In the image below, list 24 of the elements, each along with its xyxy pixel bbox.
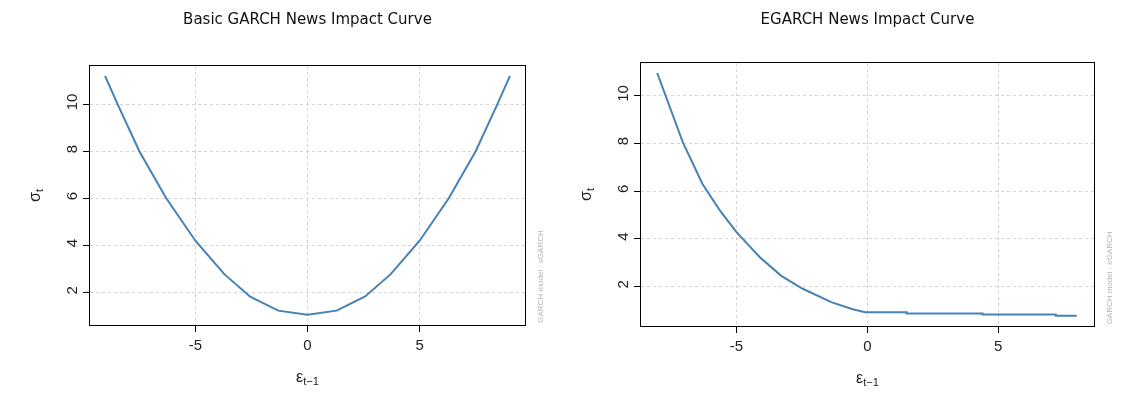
y-tick-label: 2 xyxy=(614,280,631,289)
x-tick-label: 5 xyxy=(994,337,1003,354)
chart-title: Basic GARCH News Impact Curve xyxy=(183,9,432,28)
x-tick-label: -5 xyxy=(729,337,744,354)
line-series xyxy=(104,74,511,316)
y-tick-label: 8 xyxy=(63,144,80,154)
chart-title: EGARCH News Impact Curve xyxy=(760,9,975,28)
x-axis-title: ε$_{t−1}$ xyxy=(855,368,880,389)
y-tick-label: 4 xyxy=(614,232,631,241)
x-tick-label: 0 xyxy=(303,336,312,353)
y-tick-label: 2 xyxy=(63,286,80,295)
text: GARCH model : sGARCH xyxy=(535,230,545,323)
y-tick-label: 6 xyxy=(614,184,631,194)
y-tick-label: 8 xyxy=(614,137,631,146)
y-tick-label: 4 xyxy=(63,239,80,248)
x-tick-label: 5 xyxy=(415,336,424,353)
x-tick-label: -5 xyxy=(188,336,203,353)
y-tick-label: 10 xyxy=(63,93,80,111)
y-tick-label: 6 xyxy=(63,191,80,201)
y-tick-label: 10 xyxy=(614,85,631,102)
x-tick-label: 0 xyxy=(863,337,872,354)
x-axis-title: ε$_{t−1}$ xyxy=(295,367,320,388)
text: GARCH model : eGARCH xyxy=(1105,231,1115,325)
line-series xyxy=(656,72,1078,317)
